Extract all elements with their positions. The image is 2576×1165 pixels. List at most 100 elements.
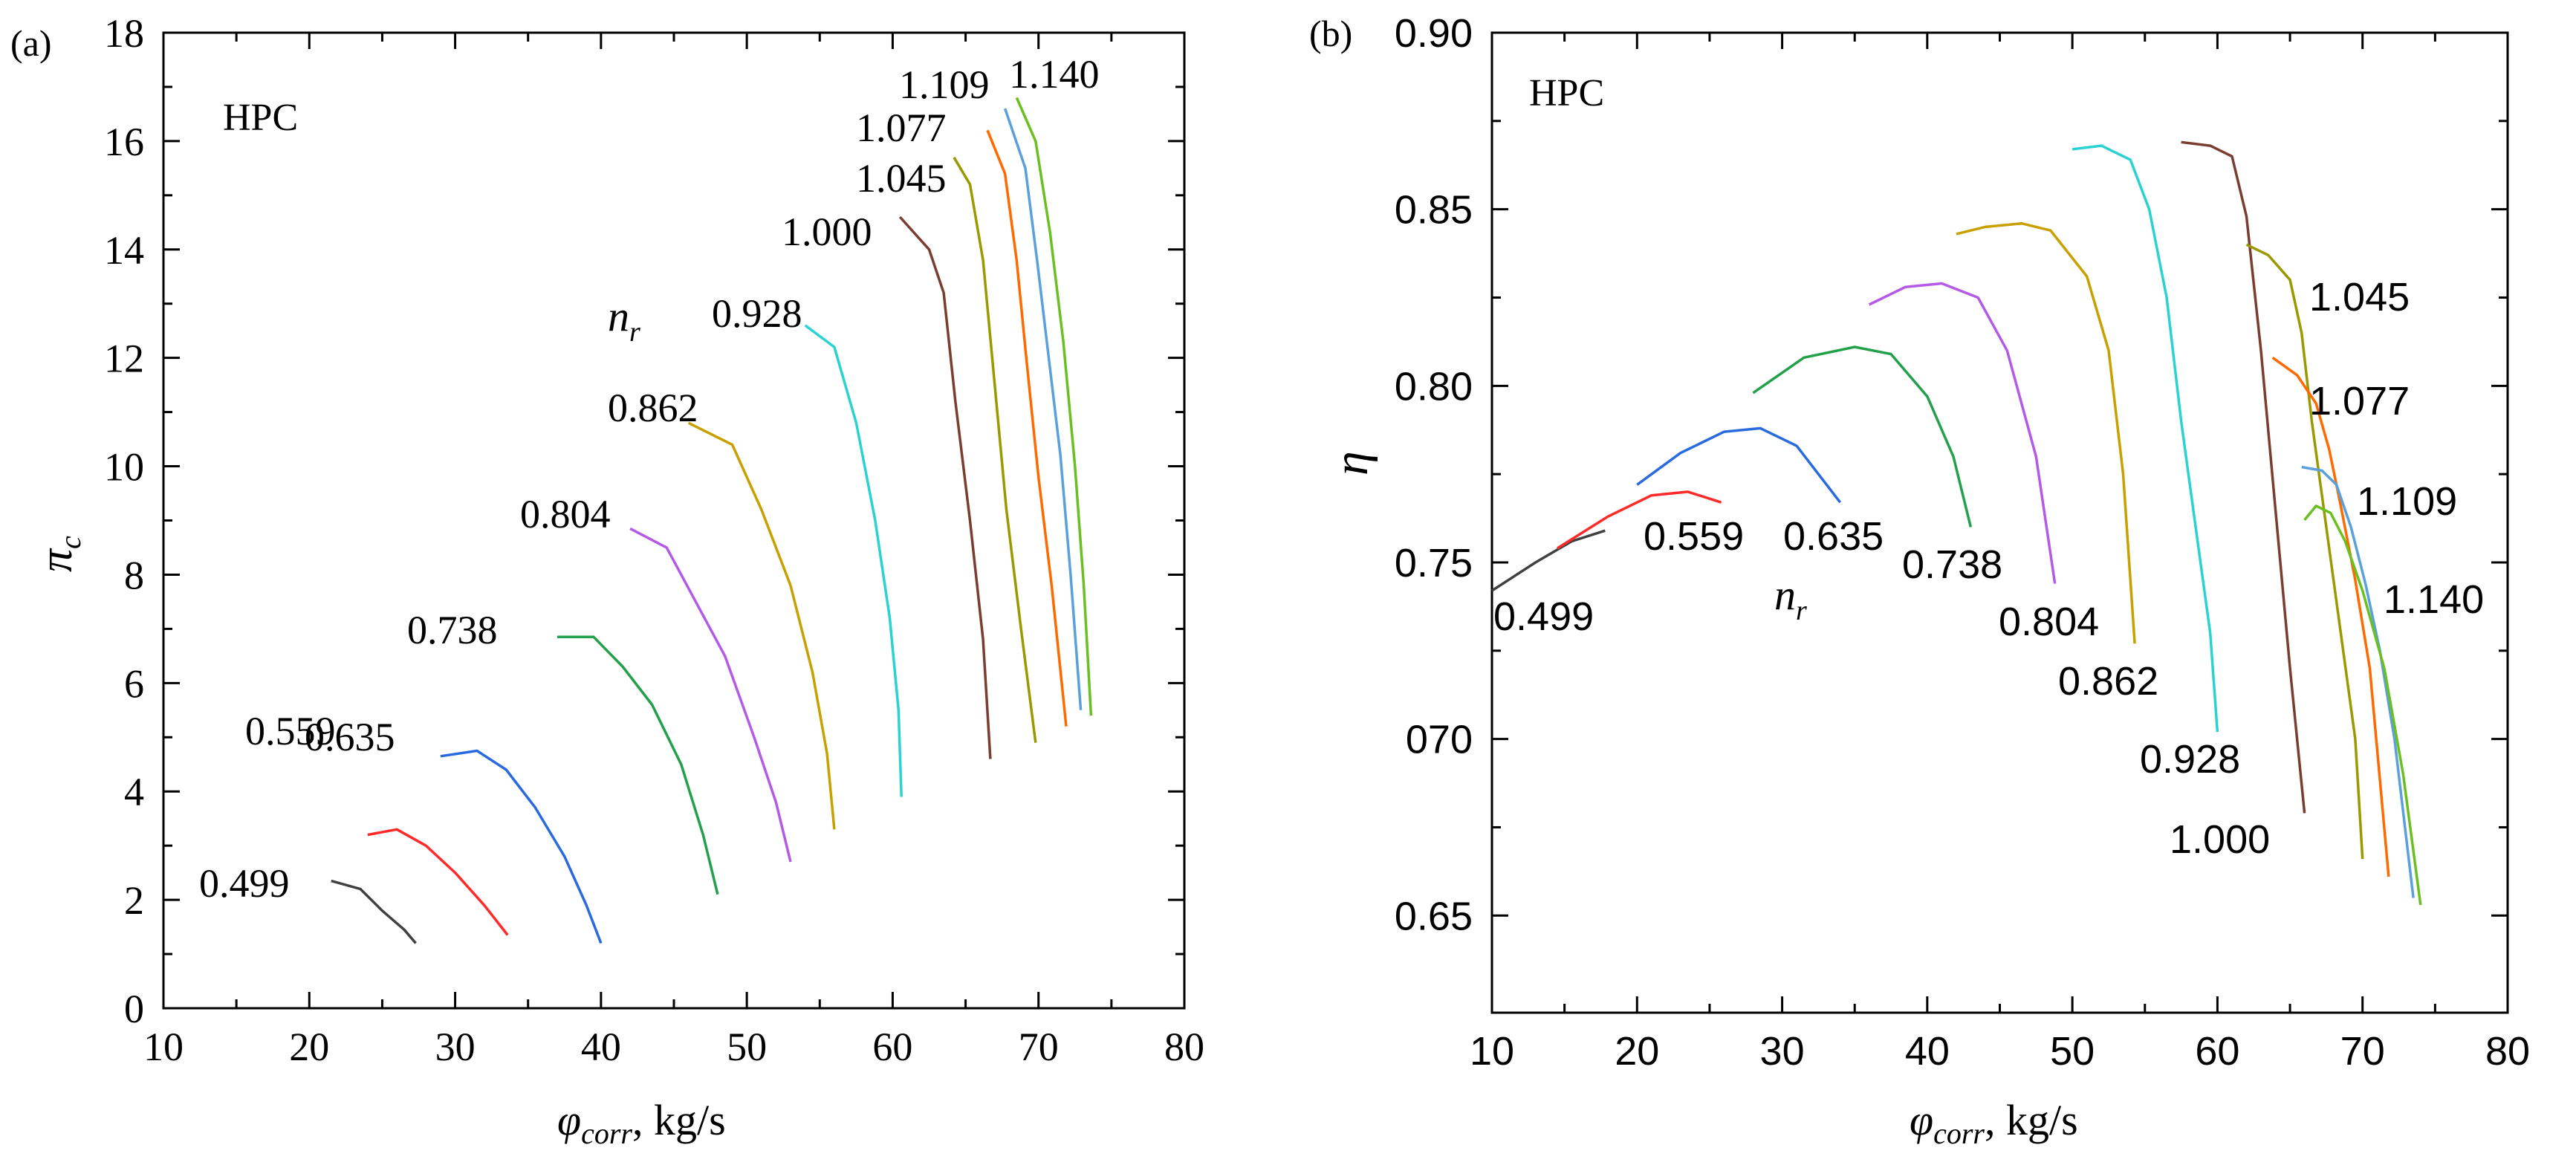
speed-label-1-077: 1.077: [856, 106, 947, 150]
x-tick-label: 50: [2050, 1029, 2095, 1074]
panel-b-speed-labels: 0.499 0.559 0.635 0.738 0.804 0.862 0.928 1.000…: [1493, 275, 2484, 862]
speed-label-0-635: 0.635: [1783, 514, 1884, 559]
speed-line-1-045: [2245, 243, 2364, 860]
y-tick-label: 2: [124, 878, 144, 923]
speed-line-0-635: [1636, 426, 1842, 504]
x-tick-label: 10: [1470, 1029, 1514, 1074]
speed-label-0-738: 0.738: [1902, 542, 2002, 587]
x-tick-label: 40: [581, 1025, 621, 1069]
x-tick-label: 20: [289, 1025, 329, 1069]
x-tick-label: 70: [1019, 1025, 1059, 1069]
speed-line-0-738: [557, 635, 719, 895]
speed-label-0-804: 0.804: [520, 492, 611, 536]
y-tick-label: 0.65: [1395, 894, 1473, 938]
panel-a-label: (a): [10, 22, 52, 64]
speed-label-0-559: 0.559: [245, 709, 336, 753]
panel-a-plot-frame: [162, 31, 1186, 1010]
panel-b-title: HPC: [1529, 72, 1604, 114]
panel-b-label: (b): [1309, 13, 1352, 54]
speed-label-1-000: 1.000: [2170, 817, 2270, 862]
panel-b-efficiency-chart: (b) 10 20 30 40 50 60 70 80 0.65 070 0.75 0.80 0.85 0…: [1309, 11, 2530, 1150]
x-tick-label: 30: [1760, 1029, 1805, 1074]
y-tick-label: 0.85: [1395, 188, 1473, 233]
speed-label-1-109: 1.109: [2357, 479, 2457, 524]
speed-label-0-862: 0.862: [608, 386, 698, 430]
speed-label-0-738: 0.738: [407, 608, 498, 652]
x-tick-label: 70: [2340, 1029, 2385, 1074]
panel-b-series: [1491, 140, 2422, 906]
speed-line-0-928: [804, 324, 903, 797]
x-tick-label: 10: [143, 1025, 184, 1069]
speed-line-0-928: [2071, 144, 2219, 733]
x-tick-label: 80: [1164, 1025, 1204, 1069]
speed-label-0-499: 0.499: [1493, 594, 1594, 639]
panel-b-ticks: 10 20 30 40 50 60 70 80 0.65 070 0.75 0.80 0.85 0.90: [1395, 11, 2530, 1074]
speed-line-0-862: [1956, 221, 2136, 644]
speed-line-0-862: [687, 421, 836, 830]
x-tick-label: 50: [727, 1025, 767, 1069]
speed-line-1-140: [1015, 97, 1093, 716]
speed-label-0-559: 0.559: [1644, 514, 1744, 559]
y-tick-label: 0.90: [1395, 11, 1473, 56]
y-tick-label: 0.80: [1395, 364, 1473, 409]
speed-label-1-140: 1.140: [2384, 577, 2484, 622]
y-tick-label: 0.75: [1395, 541, 1473, 585]
speed-label-0-499: 0.499: [199, 861, 290, 906]
x-tick-label: 20: [1615, 1029, 1659, 1074]
panel-b-plot-frame: [1490, 31, 2509, 1014]
speed-line-0-804: [629, 527, 792, 863]
speed-label-1-045: 1.045: [2309, 275, 2410, 319]
speed-label-1-000: 1.000: [782, 210, 872, 254]
y-tick-label: 10: [104, 445, 144, 490]
panel-a-title: HPC: [223, 97, 298, 139]
speed-label-0-928: 0.928: [2140, 737, 2240, 782]
speed-label-1-109: 1.109: [899, 62, 990, 107]
speed-label-1-140: 1.140: [1009, 52, 1100, 97]
panel-a-y-axis-title: πc: [31, 536, 87, 572]
panel-a-nr-label: nr: [608, 292, 640, 348]
x-tick-label: 60: [872, 1025, 912, 1069]
speed-line-1-140: [2303, 504, 2422, 906]
speed-label-1-077: 1.077: [2309, 379, 2410, 424]
y-tick-label: 070: [1406, 718, 1473, 762]
speed-line-0-499: [1491, 529, 1606, 592]
y-tick-label: 6: [124, 661, 144, 706]
speed-line-1-109: [2301, 465, 2415, 898]
x-tick-label: 30: [435, 1025, 476, 1069]
panel-a-x-axis-title: φcorr, kg/s: [557, 1096, 726, 1150]
speed-label-0-804: 0.804: [1999, 600, 2099, 644]
speed-label-1-045: 1.045: [856, 156, 947, 201]
speed-label-0-928: 0.928: [712, 291, 802, 336]
panel-b-y-axis-title: η: [1324, 451, 1378, 476]
y-tick-label: 8: [124, 553, 144, 597]
speed-line-0-559: [1556, 490, 1722, 550]
y-tick-label: 0: [124, 987, 144, 1031]
speed-line-0-804: [1868, 282, 2057, 584]
panel-b-nr-label: nr: [1774, 571, 1807, 626]
speed-line-0-635: [440, 749, 603, 944]
speed-line-1-077: [2271, 356, 2390, 877]
speed-line-1-109: [1003, 108, 1083, 710]
speed-label-0-635: 0.635: [305, 715, 395, 759]
y-tick-label: 4: [124, 770, 144, 814]
y-tick-label: 14: [104, 228, 144, 273]
speed-line-1-000: [898, 215, 992, 759]
x-tick-label: 80: [2485, 1029, 2530, 1074]
speed-line-0-738: [1752, 345, 1973, 528]
x-tick-label: 60: [2195, 1029, 2239, 1074]
speed-line-0-559: [367, 828, 509, 936]
panel-a-series: [331, 97, 1093, 944]
speed-line-1-045: [953, 156, 1037, 743]
y-tick-label: 18: [104, 11, 144, 56]
panel-a-ticks: 10 20 30 40 50 60 70 80 0 2 4 6 8 10 12 14 16 18: [104, 11, 1204, 1069]
y-tick-label: 16: [104, 120, 144, 164]
panel-b-x-axis-title: φcorr, kg/s: [1910, 1096, 2078, 1150]
speed-line-1-077: [986, 129, 1068, 727]
x-tick-label: 40: [1905, 1029, 1950, 1074]
speed-line-1-000: [2181, 140, 2306, 814]
speed-label-0-862: 0.862: [2058, 659, 2158, 704]
speed-line-0-499: [331, 879, 417, 944]
